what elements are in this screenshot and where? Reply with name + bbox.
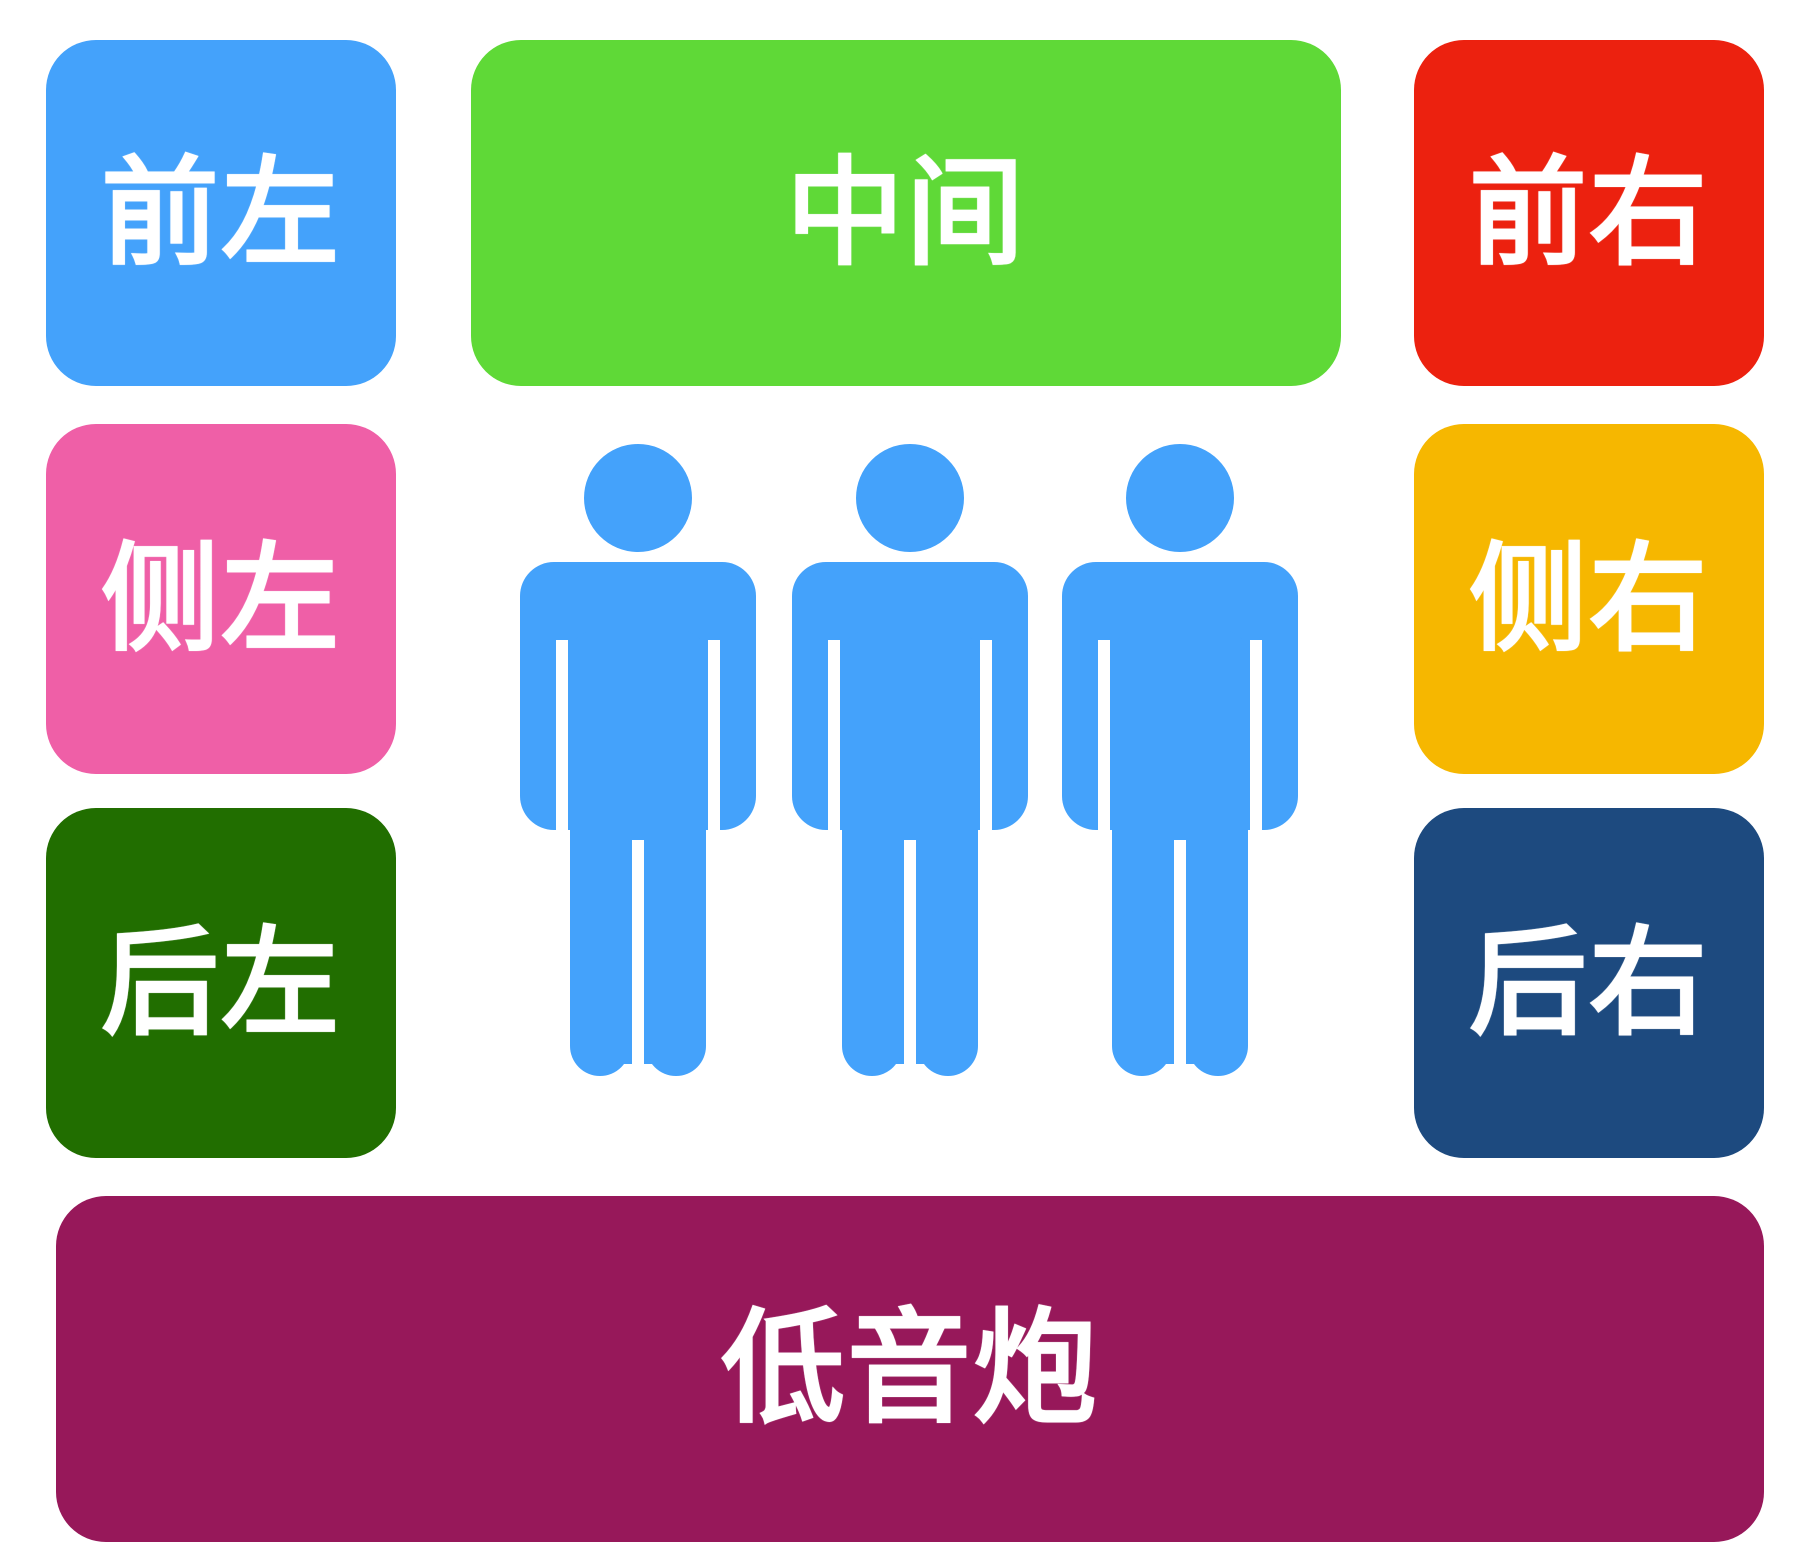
side-left-speaker: 侧左 xyxy=(46,424,396,774)
side-right-label: 侧右 xyxy=(1468,530,1709,668)
rear-right-label: 后右 xyxy=(1468,914,1709,1052)
listener-group xyxy=(500,440,1320,1080)
side-left-label: 侧左 xyxy=(100,530,341,668)
front-right-speaker: 前右 xyxy=(1414,40,1764,386)
person-icon xyxy=(1062,444,1298,1076)
front-right-label: 前右 xyxy=(1468,144,1709,282)
front-left-speaker: 前左 xyxy=(46,40,396,386)
rear-right-speaker: 后右 xyxy=(1414,808,1764,1158)
center-label: 中间 xyxy=(785,144,1026,282)
subwoofer-label: 低音炮 xyxy=(720,1297,1099,1441)
rear-left-speaker: 后左 xyxy=(46,808,396,1158)
rear-left-label: 后左 xyxy=(100,914,341,1052)
center-speaker: 中间 xyxy=(471,40,1341,386)
side-right-speaker: 侧右 xyxy=(1414,424,1764,774)
person-icon xyxy=(792,444,1028,1076)
person-icon xyxy=(520,444,756,1076)
front-left-label: 前左 xyxy=(100,144,341,282)
subwoofer-speaker: 低音炮 xyxy=(56,1196,1764,1542)
